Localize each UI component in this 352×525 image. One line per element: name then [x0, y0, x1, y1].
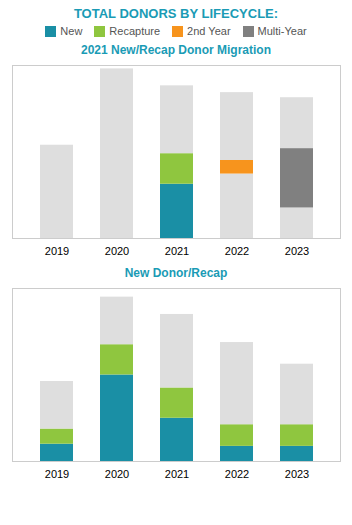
- svg-text:2021: 2021: [165, 468, 189, 480]
- html-text:2nd Year: 2nd Year: [187, 25, 231, 37]
- html-text:New: New: [60, 25, 83, 37]
- svg-text:2020: 2020: [105, 468, 129, 480]
- html-text:2021 New/Recap Donor Migration: 2021 New/Recap Donor Migration: [81, 43, 271, 57]
- html-text:Recapture: Recapture: [109, 25, 161, 37]
- svg-text:2019: 2019: [45, 245, 69, 257]
- html-text:TOTAL DONORS BY LIFECYCLE:: TOTAL DONORS BY LIFECYCLE:: [73, 6, 279, 21]
- svg-text:2020: 2020: [105, 245, 129, 257]
- svg-text:2023: 2023: [285, 468, 309, 480]
- svg-text:2022: 2022: [225, 245, 249, 257]
- svg-text:2019: 2019: [45, 468, 69, 480]
- html-text:Multi-Year: Multi-Year: [257, 25, 307, 37]
- svg-text:2021: 2021: [165, 245, 189, 257]
- html-text:New Donor/Recap: New Donor/Recap: [124, 266, 228, 280]
- svg-text:2023: 2023: [285, 245, 309, 257]
- svg-text:2022: 2022: [225, 468, 249, 480]
